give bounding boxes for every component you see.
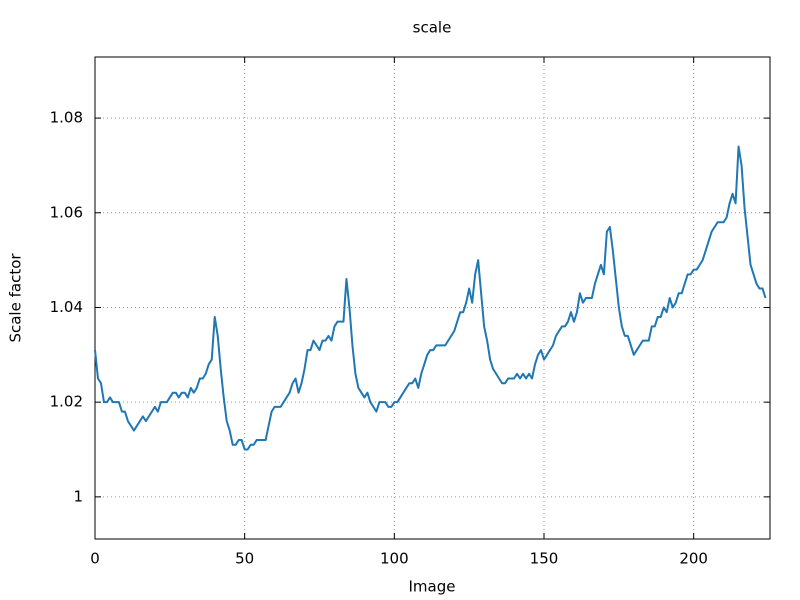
y-tick-label: 1.06 [50, 203, 83, 221]
x-axis-label: Image [409, 578, 456, 596]
chart-title: scale [413, 19, 452, 37]
x-tick-label: 0 [90, 550, 100, 568]
data-line [94, 145, 767, 451]
x-tick-label: 200 [679, 550, 708, 568]
y-tick-label: 1.08 [50, 109, 83, 127]
y-tick-label: 1.02 [50, 393, 83, 411]
plot-frame [94, 56, 771, 540]
x-tick-label: 150 [530, 550, 559, 568]
y-tick-label: 1 [73, 487, 83, 505]
y-axis-label: Scale factor [7, 253, 25, 343]
x-tick-label: 100 [380, 550, 409, 568]
y-tick-label: 1.04 [50, 298, 83, 316]
x-tick-label: 50 [235, 550, 254, 568]
